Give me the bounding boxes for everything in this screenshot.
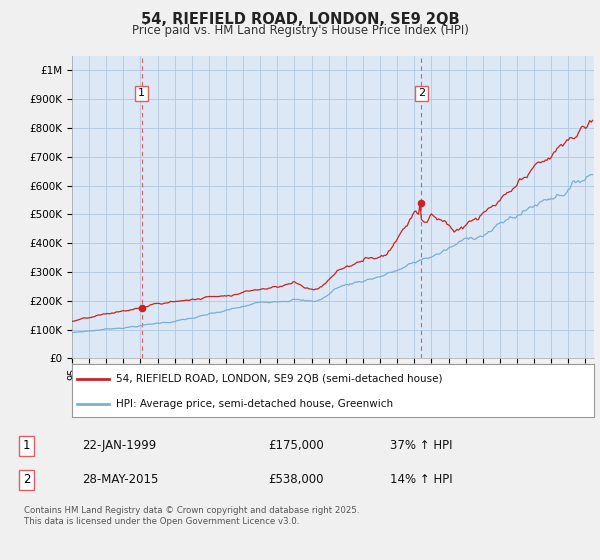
- Text: Contains HM Land Registry data © Crown copyright and database right 2025.
This d: Contains HM Land Registry data © Crown c…: [23, 506, 359, 526]
- Text: 14% ↑ HPI: 14% ↑ HPI: [391, 473, 453, 486]
- Text: 2: 2: [23, 473, 30, 486]
- Text: 37% ↑ HPI: 37% ↑ HPI: [391, 439, 453, 452]
- Text: 54, RIEFIELD ROAD, LONDON, SE9 2QB (semi-detached house): 54, RIEFIELD ROAD, LONDON, SE9 2QB (semi…: [116, 374, 443, 384]
- Text: HPI: Average price, semi-detached house, Greenwich: HPI: Average price, semi-detached house,…: [116, 399, 394, 409]
- Text: 54, RIEFIELD ROAD, LONDON, SE9 2QB: 54, RIEFIELD ROAD, LONDON, SE9 2QB: [140, 12, 460, 27]
- Text: £175,000: £175,000: [268, 439, 324, 452]
- Text: 2: 2: [418, 88, 425, 99]
- Text: 1: 1: [138, 88, 145, 99]
- Text: Price paid vs. HM Land Registry's House Price Index (HPI): Price paid vs. HM Land Registry's House …: [131, 24, 469, 38]
- Text: £538,000: £538,000: [268, 473, 323, 486]
- Text: 1: 1: [23, 439, 30, 452]
- Text: 28-MAY-2015: 28-MAY-2015: [82, 473, 158, 486]
- Text: 22-JAN-1999: 22-JAN-1999: [82, 439, 156, 452]
